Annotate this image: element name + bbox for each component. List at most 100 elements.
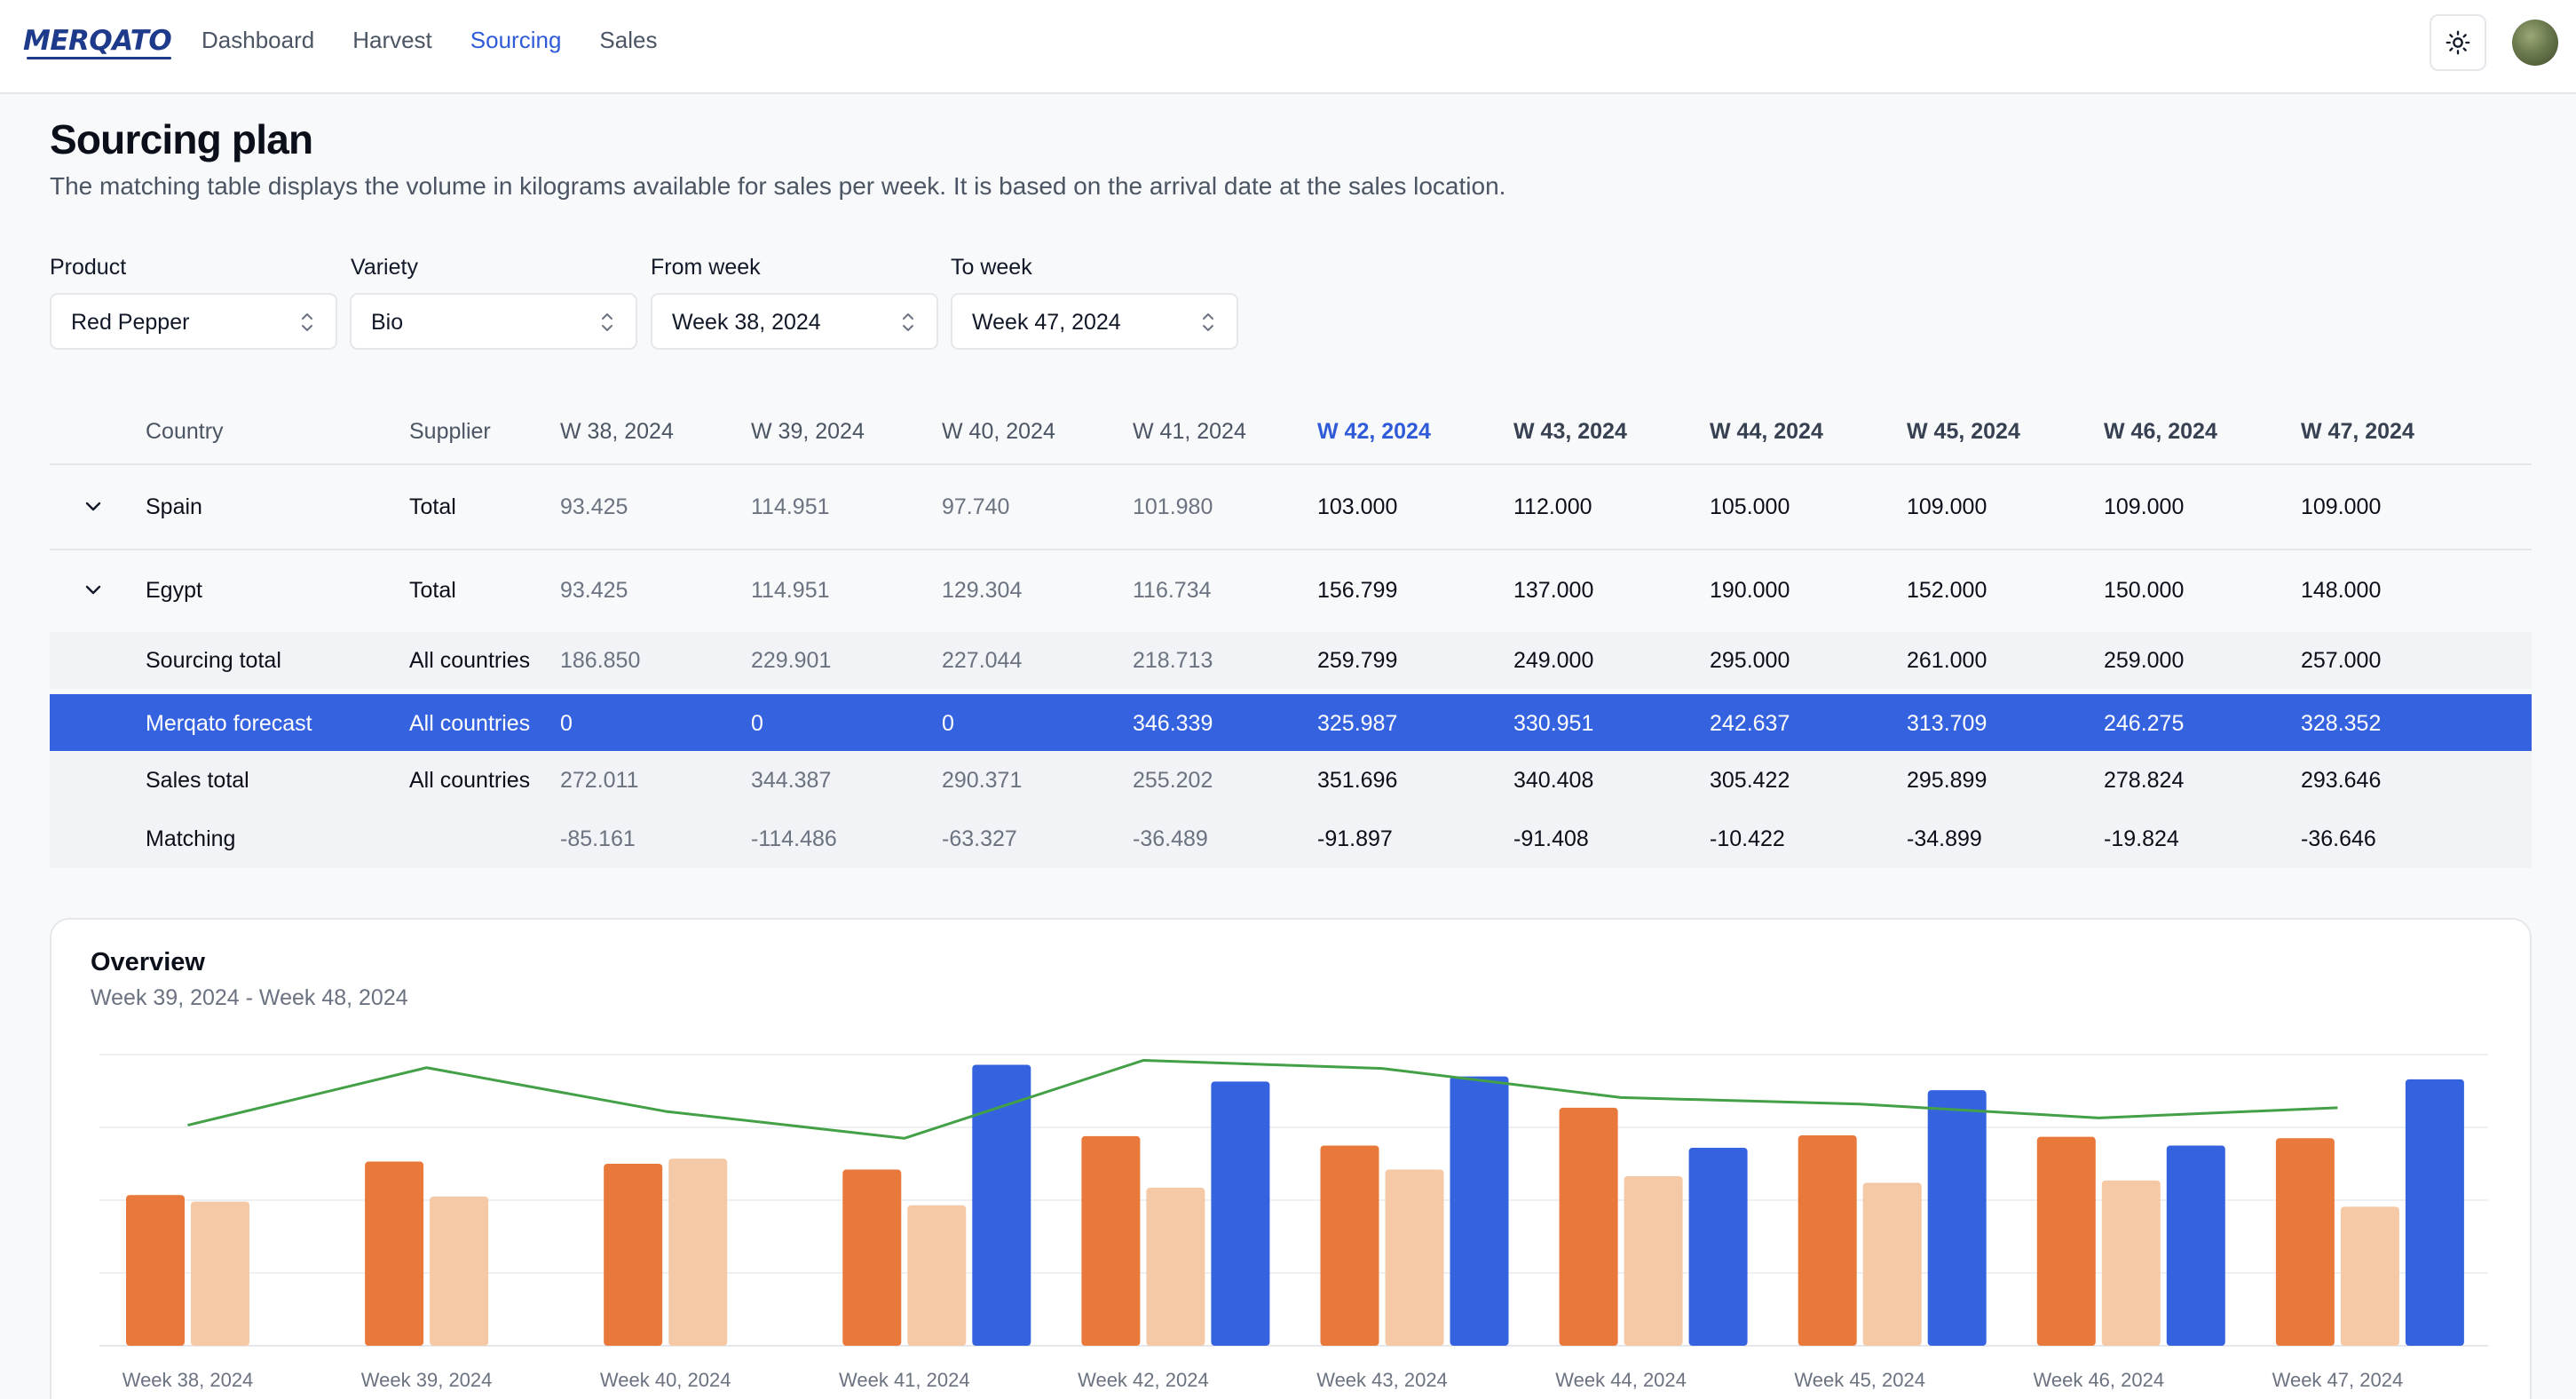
- nav-sourcing[interactable]: Sourcing: [470, 27, 562, 53]
- chart-bar-series-3: [1927, 1090, 1987, 1346]
- product-select[interactable]: Red Pepper: [50, 293, 337, 350]
- nav-harvest[interactable]: Harvest: [352, 27, 432, 53]
- row-name: Egypt: [146, 578, 202, 603]
- table-cell: 137.000: [1513, 578, 1594, 603]
- row-supplier: All countries: [409, 768, 531, 793]
- from-week-select[interactable]: Week 38, 2024: [651, 293, 938, 350]
- chevron-up-down-icon: [602, 313, 612, 331]
- overview-chart: Week 38, 2024 Week 39, 2024 Week 40, 2024 W…: [99, 1054, 2488, 1391]
- table-cell: 218.713: [1133, 648, 1213, 673]
- table-cell: -63.327: [942, 826, 1017, 851]
- x-axis-tick-label: Week 44, 2024: [1555, 1369, 1687, 1391]
- table-cell: 103.000: [1317, 494, 1398, 519]
- nav-dashboard[interactable]: Dashboard: [201, 27, 315, 53]
- table-cell: 293.646: [2301, 768, 2382, 793]
- chart-bar-series-2: [191, 1201, 249, 1346]
- chart-bar-series-3: [2405, 1079, 2464, 1346]
- chart-bar-series-1: [126, 1195, 185, 1346]
- chart-bar-series-1: [2036, 1136, 2096, 1346]
- table-cell: -91.897: [1317, 826, 1393, 851]
- from-week-select-value: Week 38, 2024: [672, 310, 821, 335]
- chart-bar-series-1: [1081, 1135, 1141, 1346]
- x-axis-tick-label: Week 46, 2024: [2034, 1369, 2165, 1391]
- merqato-logo[interactable]: MERQATO: [23, 25, 172, 59]
- x-axis-tick-label: Week 39, 2024: [361, 1369, 493, 1391]
- header-country[interactable]: Country: [146, 419, 224, 444]
- chart-bar-series-1: [604, 1164, 663, 1346]
- chart-line-series: [187, 1059, 2338, 1140]
- table-cell: 93.425: [560, 578, 628, 603]
- header-week-43: W 43, 2024: [1513, 419, 1627, 444]
- page-title: Sourcing plan: [50, 116, 313, 162]
- table-divider: [50, 549, 2532, 550]
- table-cell: 313.709: [1907, 711, 1987, 736]
- chevron-down-icon[interactable]: [83, 501, 103, 513]
- table-cell: 229.901: [751, 648, 832, 673]
- table-cell: 0: [751, 711, 763, 736]
- header-week-44: W 44, 2024: [1710, 419, 1823, 444]
- sun-icon: [2446, 30, 2470, 55]
- page-description: The matching table displays the volume i…: [50, 172, 1506, 200]
- table-cell: -91.408: [1513, 826, 1589, 851]
- table-cell: 257.000: [2301, 648, 2382, 673]
- overview-subtitle: Week 39, 2024 - Week 48, 2024: [91, 985, 408, 1010]
- table-cell: -114.486: [751, 826, 837, 851]
- chart-bar-series-2: [907, 1205, 967, 1346]
- header-supplier[interactable]: Supplier: [409, 419, 491, 444]
- table-cell: 109.000: [2301, 494, 2382, 519]
- row-egypt[interactable]: Egypt Total 93.425 114.951 129.304 116.734 156…: [50, 549, 2532, 632]
- overview-title: Overview: [91, 948, 205, 976]
- table-cell: 150.000: [2104, 578, 2185, 603]
- x-axis-tick-label: Week 47, 2024: [2272, 1369, 2404, 1391]
- overview-card: Overview Week 39, 2024 - Week 48, 2024 W…: [50, 918, 2532, 1399]
- table-cell: 346.339: [1133, 711, 1213, 736]
- table-cell: 340.408: [1513, 768, 1594, 793]
- table-cell: 112.000: [1513, 494, 1592, 519]
- table-cell: -36.489: [1133, 826, 1208, 851]
- row-merqato-forecast[interactable]: Merqato forecast All countries 0 0 0 346.339 3…: [50, 694, 2532, 753]
- table-cell: 109.000: [2104, 494, 2185, 519]
- chart-bar-series-2: [430, 1196, 489, 1346]
- row-name: Matching: [146, 826, 236, 851]
- to-week-label: To week: [951, 255, 1032, 280]
- row-spain[interactable]: Spain Total 93.425 114.951 97.740 101.980 103.…: [50, 465, 2532, 549]
- table-cell: 0: [942, 711, 954, 736]
- table-cell: 227.044: [942, 648, 1023, 673]
- table-cell: 295.899: [1907, 768, 1987, 793]
- nav-sales[interactable]: Sales: [599, 27, 658, 53]
- table-cell: 101.980: [1133, 494, 1213, 519]
- top-navigation-bar: MERQATO Dashboard Harvest Sourcing Sales: [0, 0, 2576, 94]
- variety-select[interactable]: Bio: [350, 293, 637, 350]
- chevron-down-icon[interactable]: [83, 584, 103, 597]
- chart-bar-series-2: [2101, 1180, 2161, 1346]
- table-cell: 186.850: [560, 648, 641, 673]
- table-cell: 328.352: [2301, 711, 2382, 736]
- product-label: Product: [50, 255, 127, 280]
- to-week-select[interactable]: Week 47, 2024: [951, 293, 1238, 350]
- chart-bar-series-2: [1385, 1169, 1444, 1346]
- chevron-up-down-icon: [1203, 313, 1213, 331]
- table-cell: 330.951: [1513, 711, 1594, 736]
- table-cell: -34.899: [1907, 826, 1982, 851]
- table-cell: 246.275: [2104, 711, 2185, 736]
- user-avatar[interactable]: [2512, 20, 2558, 66]
- header-week-41: W 41, 2024: [1133, 419, 1246, 444]
- table-cell: 261.000: [1907, 648, 1987, 673]
- chart-bar-series-3: [1688, 1147, 1748, 1346]
- table-cell: 156.799: [1317, 578, 1398, 603]
- theme-toggle-button[interactable]: [2430, 14, 2486, 71]
- variety-label: Variety: [351, 255, 418, 280]
- table-cell: -19.824: [2104, 826, 2179, 851]
- table-cell: 114.951: [751, 578, 830, 603]
- chart-bar-series-3: [1211, 1081, 1270, 1346]
- table-header-row: Country Supplier W 38, 2024 W 39, 2024 W 40,…: [50, 419, 2532, 463]
- table-cell: 114.951: [751, 494, 830, 519]
- row-name: Merqato forecast: [146, 711, 312, 736]
- table-cell: 259.000: [2104, 648, 2185, 673]
- header-week-47: W 47, 2024: [2301, 419, 2414, 444]
- row-supplier: All countries: [409, 648, 531, 673]
- chevron-up-down-icon: [903, 313, 913, 331]
- x-axis-tick-label: Week 42, 2024: [1078, 1369, 1209, 1391]
- row-name: Spain: [146, 494, 202, 519]
- header-week-46: W 46, 2024: [2104, 419, 2217, 444]
